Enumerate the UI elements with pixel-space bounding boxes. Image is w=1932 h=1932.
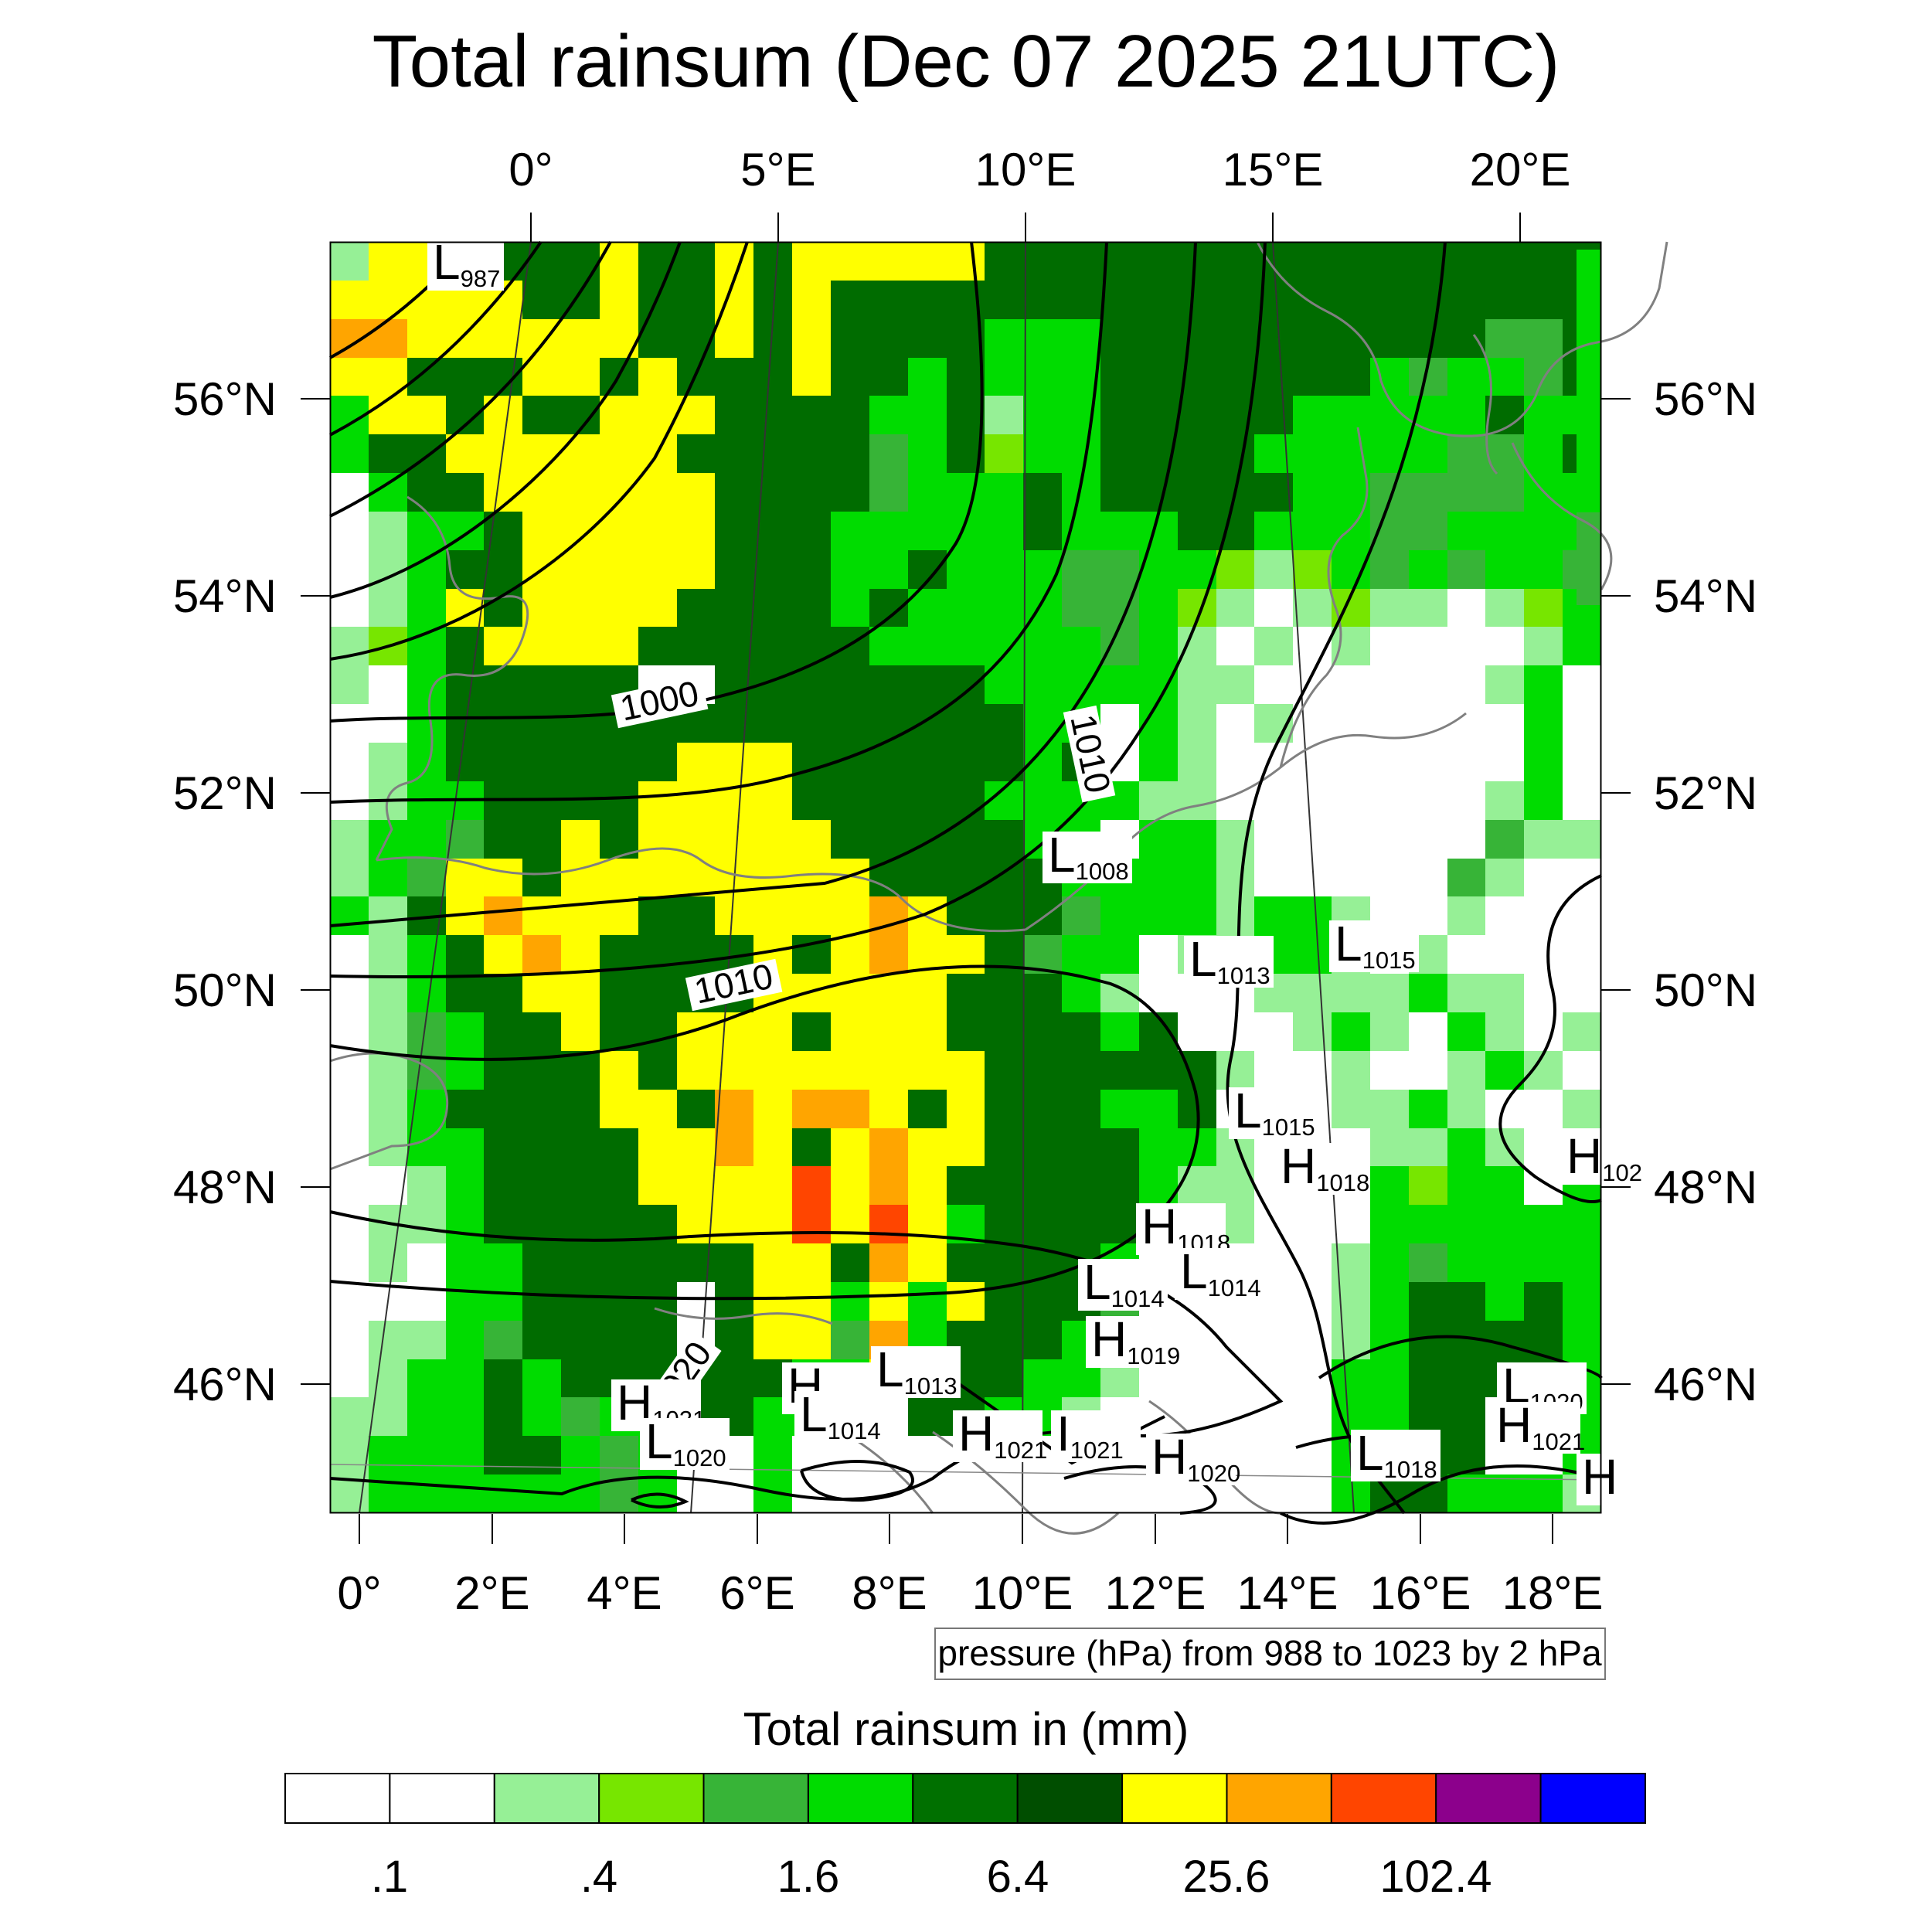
svg-text:20°E: 20°E [1470, 144, 1571, 196]
svg-text:10°E: 10°E [972, 1567, 1073, 1619]
svg-text:46°N: 46°N [1654, 1359, 1757, 1410]
svg-text:50°N: 50°N [173, 964, 277, 1016]
svg-text:48°N: 48°N [1654, 1162, 1757, 1213]
svg-text:56°N: 56°N [1654, 373, 1757, 425]
svg-text:Total rainsum in (mm): Total rainsum in (mm) [743, 1703, 1189, 1755]
svg-text:52°N: 52°N [173, 767, 277, 819]
svg-text:54°N: 54°N [1654, 570, 1757, 622]
svg-text:pressure (hPa) from 988 to 102: pressure (hPa) from 988 to 1023 by 2 hPa [937, 1633, 1602, 1673]
svg-text:6.4: 6.4 [987, 1852, 1049, 1902]
svg-text:Total rainsum (Dec 07 2025 21U: Total rainsum (Dec 07 2025 21UTC) [372, 20, 1560, 103]
svg-text:50°N: 50°N [1654, 964, 1757, 1016]
svg-text:10°E: 10°E [975, 144, 1077, 196]
svg-text:0°: 0° [509, 144, 553, 196]
svg-text:0°: 0° [337, 1567, 381, 1619]
svg-text:18°E: 18°E [1502, 1567, 1604, 1619]
svg-text:6°E: 6°E [719, 1567, 794, 1619]
svg-text:15°E: 15°E [1223, 144, 1324, 196]
svg-text:8°E: 8°E [852, 1567, 927, 1619]
svg-text:.1: .1 [371, 1852, 408, 1902]
svg-text:12°E: 12°E [1105, 1567, 1206, 1619]
svg-text:25.6: 25.6 [1183, 1852, 1270, 1902]
svg-text:4°E: 4°E [587, 1567, 662, 1619]
svg-text:48°N: 48°N [173, 1162, 277, 1213]
svg-text:16°E: 16°E [1370, 1567, 1471, 1619]
svg-text:56°N: 56°N [173, 373, 277, 425]
svg-text:14°E: 14°E [1237, 1567, 1338, 1619]
svg-text:1.6: 1.6 [777, 1852, 840, 1902]
svg-text:54°N: 54°N [173, 570, 277, 622]
svg-text:5°E: 5°E [740, 144, 815, 196]
svg-text:46°N: 46°N [173, 1359, 277, 1410]
svg-text:.4: .4 [580, 1852, 617, 1902]
svg-text:H: H [1582, 1449, 1617, 1505]
svg-text:52°N: 52°N [1654, 767, 1757, 819]
svg-text:2°E: 2°E [454, 1567, 529, 1619]
svg-text:102.4: 102.4 [1379, 1852, 1492, 1902]
